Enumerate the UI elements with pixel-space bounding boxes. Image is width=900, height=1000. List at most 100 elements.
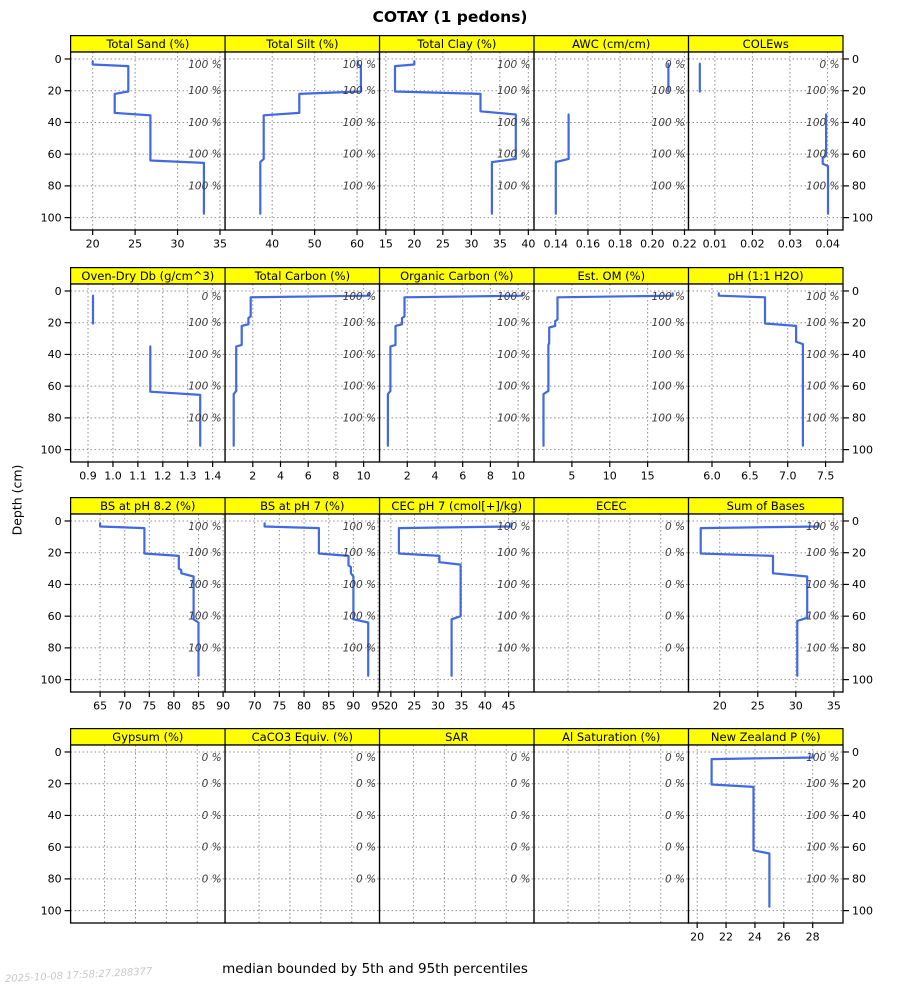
contributing-fraction-label: 100 % [343,317,376,329]
depth-axis-tick-label: 100 [852,904,873,917]
contributing-fraction-label: 0 % [356,778,376,790]
panel-strip-title: CEC pH 7 (cmol[+]/kg) [391,499,522,513]
contributing-fraction-label: 100 % [188,85,221,97]
x-axis-tick-label: 20 [86,238,100,251]
depth-axis-tick-label: 80 [852,411,866,424]
figure-row-1: Total Sand (%) 100 % 100 % 100 % 100 % 100 % 2… [41,35,873,251]
contributing-fraction-label: 0 % [665,752,685,764]
panel-strip-title: Oven-Dry Db (g/cm^3) [81,269,214,283]
x-axis-tick-label: 25 [407,700,421,713]
contributing-fraction-label: 100 % [343,149,376,161]
x-axis-tick-label: 5 [568,469,575,482]
depth-profile-panel: BS at pH 8.2 (%) 100 % 100 % 100 % 100 % 100 … [41,497,230,713]
figure-caption: median bounded by 5th and 95th percentil… [222,961,528,977]
depth-profile-panel: Organic Carbon (%) 100 % 100 % 100 % 100 % 10… [378,266,535,482]
contributing-fraction-label: 100 % [188,611,221,623]
contributing-fraction-label: 0 % [665,579,685,591]
x-axis-tick-label: 90 [346,700,360,713]
contributing-fraction-label: 100 % [188,579,221,591]
plot-area [70,514,226,692]
panel-border [687,513,844,693]
contributing-fraction-label: 100 % [806,752,839,764]
plot-area [534,514,689,692]
depth-axis-tick-label: 60 [852,148,866,161]
x-axis-tick-label: 70 [248,700,262,713]
contributing-fraction-label: 100 % [188,521,221,533]
x-axis-tick-label: 40 [478,700,492,713]
depth-axis-tick-label: 0 [55,515,62,528]
depth-axis-tick-label: 80 [48,642,62,655]
depth-axis-tick-label: 40 [48,809,62,822]
contributing-fraction-label: 0 % [511,873,531,885]
x-axis-tick-label: 6.5 [741,469,759,482]
panel-strip-title: ECEC [596,499,627,513]
depth-axis-tick-label: 0 [852,515,859,528]
contributing-fraction-label: 0 % [202,841,222,853]
depth-profile-panel: CaCO3 Equiv. (%)0 %0 %0 %0 %0 % [224,727,381,924]
figure-row-4: Gypsum (%) 0 % 0 % 0 % 0 % 0 % 0 20 40 60 80 100 CaC… [41,727,873,943]
contributing-fraction-label: 0 % [665,841,685,853]
contributing-fraction-label: 0 % [202,809,222,821]
x-axis-tick-label: 15 [379,238,393,251]
x-axis-tick-label: 7.5 [817,469,835,482]
contributing-fraction-label: 0 % [511,778,531,790]
plot-area [688,514,843,692]
depth-axis-tick-label: 40 [852,348,866,361]
x-axis-tick-label: 85 [322,700,336,713]
contributing-fraction-label: 100 % [806,317,839,329]
depth-profile-line [542,291,674,447]
depth-profile-line [386,291,524,447]
contributing-fraction-label: 100 % [806,380,839,392]
contributing-fraction-label: 100 % [188,117,221,129]
plot-area [688,52,843,230]
panel-border [687,282,844,463]
x-axis-tick-label: 22 [719,930,733,943]
depth-profile-panel: Gypsum (%) 0 % 0 % 0 % 0 % 0 % 0 20 40 60 80 100 [41,727,226,924]
x-axis-tick-label: 30 [789,700,803,713]
depth-profile-line [263,522,370,677]
depth-axis-tick-label: 20 [48,547,62,560]
x-axis-tick-label: 20 [384,700,398,713]
contributing-fraction-label: 0 % [665,521,685,533]
contributing-fraction-label: 100 % [652,149,685,161]
depth-axis-tick-label: 100 [41,673,62,686]
panel-strip-title: AWC (cm/cm) [572,37,650,51]
depth-profile-line [710,752,814,908]
contributing-fraction-label: 100 % [806,521,839,533]
depth-axis-tick-label: 20 [48,777,62,790]
contributing-fraction-label: 0 % [202,752,222,764]
depth-axis-tick-label: 40 [852,809,866,822]
contributing-fraction-label: 0 % [511,809,531,821]
x-axis-tick-label: 95 [371,700,385,713]
figure-row-2: Oven-Dry Db (g/cm^3) 0 % 100 % 100 % 100 % 10… [41,266,873,482]
depth-axis-tick-label: 80 [852,872,866,885]
contributing-fraction-label: 100 % [188,412,221,424]
contributing-fraction-label: 0 % [202,778,222,790]
panel-strip-title: BS at pH 7 (%) [260,499,344,513]
plot-area [225,283,380,462]
contributing-fraction-label: 100 % [343,85,376,97]
contributing-fraction-label: 100 % [806,348,839,360]
x-axis-tick-label: 2 [404,469,411,482]
depth-axis-tick-label: 40 [48,348,62,361]
panel-strip-title: CaCO3 Equiv. (%) [252,730,353,744]
x-axis-tick-label: 80 [167,700,181,713]
depth-profile-panel: New Zealand P (%) 100 % 100 % 100 % 100 % 100… [687,727,873,943]
plot-area [225,514,380,692]
contributing-fraction-label: 100 % [188,317,221,329]
panel-strip-title: Total Silt (%) [265,37,338,51]
x-axis-tick-label: 40 [521,238,535,251]
contributing-fraction-label: 0 % [820,59,840,71]
contributing-fraction-label: 100 % [652,348,685,360]
depth-axis-tick-label: 100 [852,443,873,456]
panel-strip-title: Total Clay (%) [416,37,496,51]
contributing-fraction-label: 0 % [665,809,685,821]
contributing-fraction-label: 100 % [806,117,839,129]
contributing-fraction-label: 100 % [343,547,376,559]
contributing-fraction-label: 100 % [188,547,221,559]
panel-strip-title: Al Saturation (%) [562,730,660,744]
depth-axis-tick-label: 0 [55,53,62,66]
contributing-fraction-label: 100 % [343,380,376,392]
contributing-fraction-label: 0 % [202,291,222,303]
depth-axis-tick-label: 80 [48,411,62,424]
